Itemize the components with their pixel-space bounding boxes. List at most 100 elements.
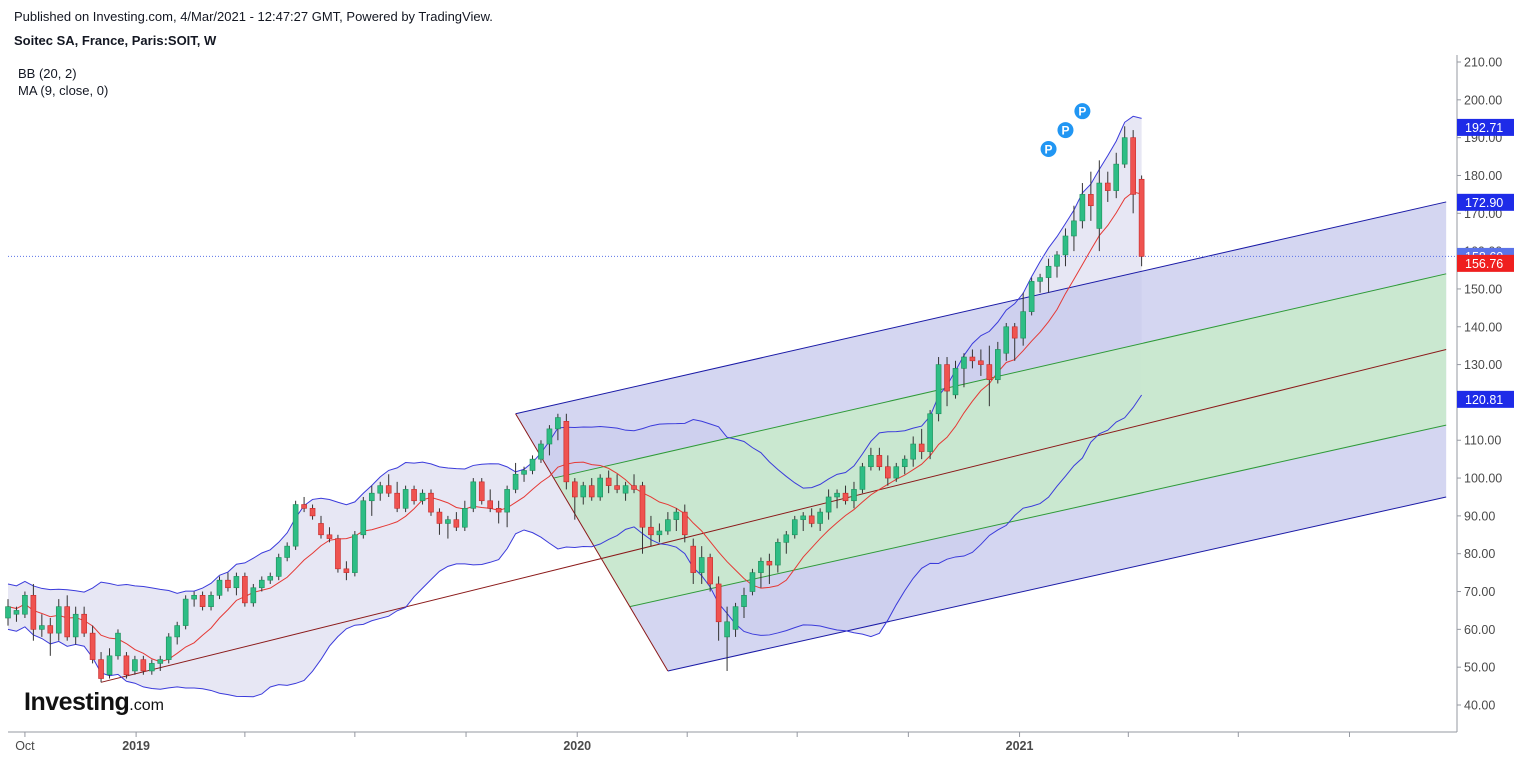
y-tick-label: 60.00 [1464, 623, 1495, 637]
pivot-marker-circle [1074, 103, 1091, 120]
candle-body-up [258, 579, 265, 589]
price-tag-box [1457, 254, 1514, 272]
candle-body-up [284, 545, 290, 558]
candle-body-up [910, 443, 916, 460]
y-tick-label: 90.00 [1464, 509, 1495, 523]
candle-body-up [1062, 235, 1069, 256]
candle-body-up [834, 492, 840, 498]
candle-body-down [842, 492, 849, 502]
candle-body-down [47, 625, 54, 634]
price-tag-box [1457, 118, 1514, 136]
x-tick-label: Oct [15, 739, 35, 753]
logo-main: Investing [24, 688, 130, 716]
candle-body-up [952, 368, 959, 396]
candle-body-up [656, 530, 663, 536]
pitchfork-inner-fill [553, 273, 1447, 607]
candle-body-down [89, 632, 96, 660]
candle-body-down [81, 613, 87, 634]
bb-indicator-label[interactable]: BB (20, 2) [18, 66, 77, 81]
candle-body-down [30, 595, 37, 630]
candle-body-up [868, 455, 874, 468]
candle-body-up [555, 417, 561, 430]
y-tick-label: 50.00 [1464, 661, 1495, 675]
candle-body-down [1130, 137, 1136, 195]
candle-body-up [208, 595, 214, 607]
moving-average-line [7, 191, 1142, 663]
y-tick-label: 210.00 [1464, 56, 1502, 70]
ma-indicator-label[interactable]: MA (9, close, 0) [18, 83, 109, 98]
x-tick-label: 2020 [563, 739, 591, 753]
candle-body-down [495, 508, 502, 513]
candle-body-up [165, 636, 172, 660]
y-tick-label: 200.00 [1464, 93, 1502, 107]
candle-body-up [233, 576, 240, 589]
published-info: Published on Investing.com, 4/Mar/2021 -… [14, 9, 493, 24]
x-tick-label: 2019 [122, 739, 150, 753]
candle-body-up [698, 557, 705, 573]
axes: 210.00200.00190.00180.00170.00160.00150.… [8, 55, 1502, 753]
pivot-marker-label: P [1061, 124, 1069, 138]
candle-body-up [216, 579, 223, 596]
candle-body-up [901, 458, 908, 468]
candle-body-up [521, 470, 527, 475]
candle-body-up [1121, 137, 1128, 165]
pitchfork-upper-line [515, 201, 1447, 415]
candle-body-down [309, 508, 316, 517]
candle-body-up [402, 489, 409, 509]
candle-body-down [715, 583, 722, 623]
y-tick-label: 110.00 [1464, 434, 1501, 448]
candle-body-up [72, 613, 79, 638]
candle-body-up [1096, 182, 1103, 229]
candle-body-down [242, 576, 248, 604]
candle-body-up [546, 428, 553, 445]
candle-body-down [318, 523, 324, 536]
candle-body-down [808, 515, 815, 524]
y-tick-label: 130.00 [1464, 358, 1502, 372]
candle-body-up [368, 492, 375, 502]
candle-body-down [563, 421, 570, 483]
candle-body-down [969, 356, 976, 362]
candle-body-up [191, 595, 197, 600]
symbol-title: Soitec SA, France, Paris:SOIT, W [14, 33, 217, 48]
candle-body-down [199, 595, 206, 607]
price-tag-label: 172.90 [1465, 196, 1503, 210]
candle-body-down [394, 492, 400, 509]
candle-body-up [115, 632, 121, 657]
candle-body-up [132, 659, 138, 672]
candle-body-down [140, 659, 147, 672]
y-tick-label: 180.00 [1464, 169, 1502, 183]
candle-body-up [1028, 281, 1035, 312]
candle-body-up [1113, 163, 1120, 191]
candle-body-down [436, 511, 443, 524]
bb-lower-line [7, 394, 1143, 698]
candle-body-down [453, 519, 460, 528]
candle-body-up [1037, 277, 1043, 282]
pivot-markers: PPP [1040, 103, 1091, 157]
candle-body-up [800, 515, 807, 520]
candle-body-up [741, 595, 747, 607]
price-tag-label: 120.81 [1465, 393, 1503, 407]
pitchfork-lower-line [667, 496, 1447, 672]
candle-body-down [690, 545, 697, 573]
y-tick-label: 40.00 [1464, 699, 1495, 713]
candle-body-down [766, 560, 773, 566]
candle-body-down [648, 526, 654, 536]
candle-body-up [250, 587, 257, 604]
candle-body-up [267, 576, 274, 581]
candle-body-down [478, 481, 485, 502]
candle-body-up [927, 413, 933, 452]
y-tick-label: 70.00 [1464, 585, 1495, 599]
candle-body-up [622, 485, 629, 494]
candle-body-up [55, 606, 62, 634]
candle-body-down [614, 485, 620, 490]
candle-body-up [825, 496, 832, 513]
candle-body-down [605, 477, 612, 486]
candle-body-up [174, 625, 180, 638]
y-tick-label: 150.00 [1464, 282, 1502, 296]
candle-body-down [411, 489, 417, 502]
candle-body-up [1045, 265, 1052, 278]
candle-body-up [851, 489, 857, 502]
candle-body-down [707, 557, 713, 585]
pitchfork-median-line [100, 348, 1447, 683]
